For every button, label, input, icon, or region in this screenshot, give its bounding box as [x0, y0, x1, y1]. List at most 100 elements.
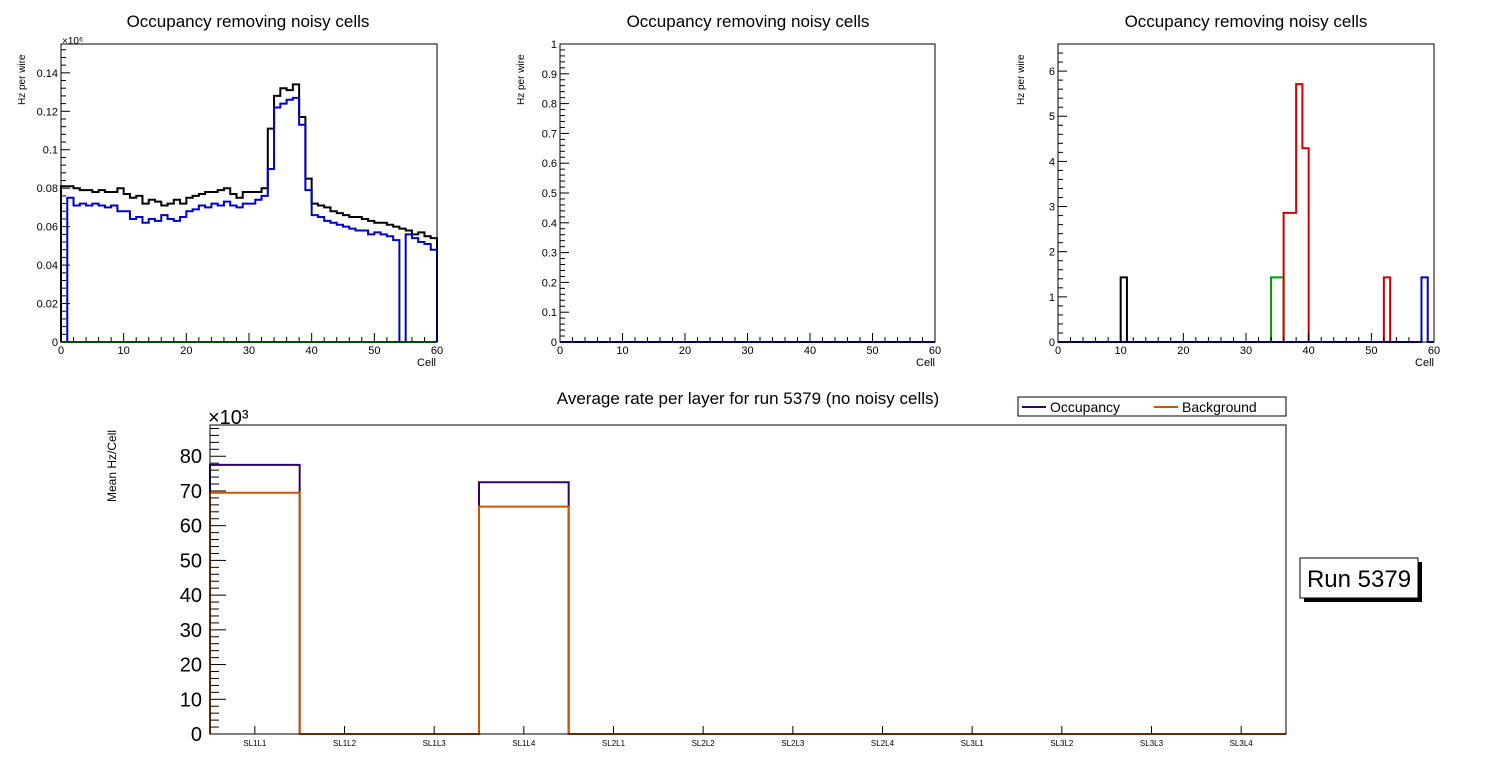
p4-category-label: SL1L2 [333, 739, 357, 748]
run-label-box: Run 5379 [1299, 557, 1422, 602]
p3-xtick-label: 30 [1240, 345, 1252, 357]
p3-ytick-label: 6 [1049, 66, 1055, 78]
panel-1-axes: 0 10 20 30 40 50 60 0 0.02 0.04 0.06 0.08 0.1 0.12 0.1… [37, 43, 443, 357]
legend-background-label: Background [1182, 399, 1257, 415]
p2-xtick-label: 30 [741, 345, 753, 357]
panel-4-axes: SL1L1 SL1L2 SL1L3 SL1L4 SL2L1 SL2L2 SL2L3 SL2L4… [180, 424, 1287, 748]
p4-category-label: SL3L2 [1050, 739, 1074, 748]
p1-ytick-label: 0.12 [37, 106, 58, 118]
legend-box [1017, 396, 1287, 417]
legend-occupancy-label: Occupancy [1050, 399, 1120, 415]
p3-ytick-label: 5 [1049, 111, 1055, 123]
p3-series-black-line [1119, 276, 1128, 342]
panel-2-axes: 0 10 20 30 40 50 60 0 0.1 0.2 0.3 0.4 0.5 0.6 0.7 0.8 0.… [542, 39, 941, 357]
p4-category-label: SL2L1 [602, 739, 626, 748]
p2-xtick-label: 60 [929, 345, 941, 357]
p3-xtick-label: 20 [1177, 345, 1189, 357]
p1-series-black-line [60, 83, 438, 342]
p3-xtick-label: 40 [1303, 345, 1315, 357]
panel-4-title: Average rate per layer for run 5379 (no … [557, 389, 939, 408]
p4-ytick-label: 80 [180, 446, 202, 468]
panel-1: Occupancy removing noisy cells ×10⁶ Hz p… [17, 12, 443, 369]
p4-ytick-label: 0 [191, 724, 202, 746]
p3-xtick-label: 10 [1115, 345, 1127, 357]
p1-xtick-label: 10 [118, 345, 130, 357]
panel-1-ylabel: Hz per wire [17, 54, 28, 105]
panel-4-exponent: ×10³ [208, 407, 249, 429]
p4-ytick-label: 10 [180, 689, 202, 711]
p3-ytick-label: 2 [1049, 247, 1055, 259]
p1-xtick-label: 40 [306, 345, 318, 357]
panel-2: Occupancy removing noisy cells Hz per wi… [516, 12, 941, 369]
panel-3-ylabel: Hz per wire [1016, 54, 1027, 105]
p3-ytick-label: 0 [1049, 337, 1055, 349]
panel-3: Occupancy removing noisy cells Hz per wi… [1016, 12, 1440, 369]
panel-2-xlabel: Cell [916, 357, 935, 369]
p4-category-label: SL3L1 [961, 739, 985, 748]
p2-ytick-label: 0.5 [542, 188, 557, 200]
p2-ytick-label: 0.8 [542, 99, 557, 111]
p4-ytick-label: 30 [180, 620, 202, 642]
p2-ytick-label: 0.4 [542, 218, 557, 230]
p2-xtick-label: 10 [616, 345, 628, 357]
p3-series-blue-line [1058, 276, 1434, 343]
p3-ytick-label: 4 [1049, 156, 1055, 168]
p1-ytick-label: 0.02 [37, 299, 58, 311]
p4-ytick-label: 50 [180, 550, 202, 572]
run-label-frame [1299, 557, 1419, 599]
p1-ytick-label: 0.06 [37, 222, 58, 234]
p1-ytick-label: 0.14 [37, 68, 58, 80]
p4-ytick-label: 40 [180, 585, 202, 607]
p3-series-red-line [1282, 83, 1310, 342]
p4-series-background-line [209, 491, 1286, 735]
p3-frame [1057, 43, 1435, 343]
legend: Occupancy Background [1017, 396, 1287, 417]
p2-ytick-label: 0.3 [542, 248, 557, 260]
p1-ytick-label: 0 [52, 337, 58, 349]
p2-xtick-label: 20 [679, 345, 691, 357]
run-label: Run 5379 [1307, 566, 1411, 593]
p4-ytick-label: 20 [180, 655, 202, 677]
panel-3-axes: 0 10 20 30 40 50 60 0 1 2 3 4 5 6 [1049, 43, 1440, 357]
p2-ytick-label: 0.9 [542, 69, 557, 81]
p1-xtick-label: 60 [431, 345, 443, 357]
p2-frame [559, 43, 936, 343]
p1-ytick-label: 0.04 [37, 260, 58, 272]
p4-category-label: SL1L4 [512, 739, 536, 748]
panel-4-ylabel: Mean Hz/Cell [105, 430, 119, 502]
p1-xtick-label: 0 [58, 345, 64, 357]
p1-series-blue-line [61, 96, 438, 343]
p2-ytick-label: 0.1 [542, 307, 557, 319]
p2-ytick-label: 0 [551, 337, 557, 349]
p3-xtick-label: 60 [1428, 345, 1440, 357]
panel-1-xlabel: Cell [417, 357, 436, 369]
panel-2-ylabel: Hz per wire [516, 54, 527, 105]
panel-1-exponent: ×10⁶ [62, 36, 83, 47]
p4-category-label: SL3L3 [1140, 739, 1164, 748]
p4-series-occupancy-line [209, 463, 1286, 735]
p2-ytick-label: 1 [551, 39, 557, 51]
p1-ytick-label: 0.08 [37, 183, 58, 195]
panel-3-title: Occupancy removing noisy cells [1125, 12, 1368, 31]
panel-3-series [1058, 83, 1434, 343]
p4-category-label: SL3L4 [1230, 739, 1254, 748]
panel-1-title: Occupancy removing noisy cells [127, 12, 370, 31]
p2-ytick-label: 0.2 [542, 277, 557, 289]
p4-frame [209, 424, 1287, 735]
panel-2-title: Occupancy removing noisy cells [627, 12, 870, 31]
p2-xtick-label: 40 [804, 345, 816, 357]
p3-series-red2-line [1382, 276, 1392, 342]
panel-4-series [209, 463, 1286, 735]
p4-category-label: SL2L3 [781, 739, 805, 748]
p1-xtick-label: 50 [368, 345, 380, 357]
p2-xtick-label: 0 [557, 345, 563, 357]
panel-1-series [60, 83, 438, 343]
p3-xtick-label: 50 [1365, 345, 1377, 357]
panel-4: Average rate per layer for run 5379 (no … [105, 389, 1422, 748]
p3-ytick-label: 3 [1049, 202, 1055, 214]
p2-ytick-label: 0.7 [542, 128, 557, 140]
p4-ytick-label: 60 [180, 516, 202, 538]
p2-ytick-label: 0.6 [542, 158, 557, 170]
p1-ytick-label: 0.1 [43, 145, 58, 157]
